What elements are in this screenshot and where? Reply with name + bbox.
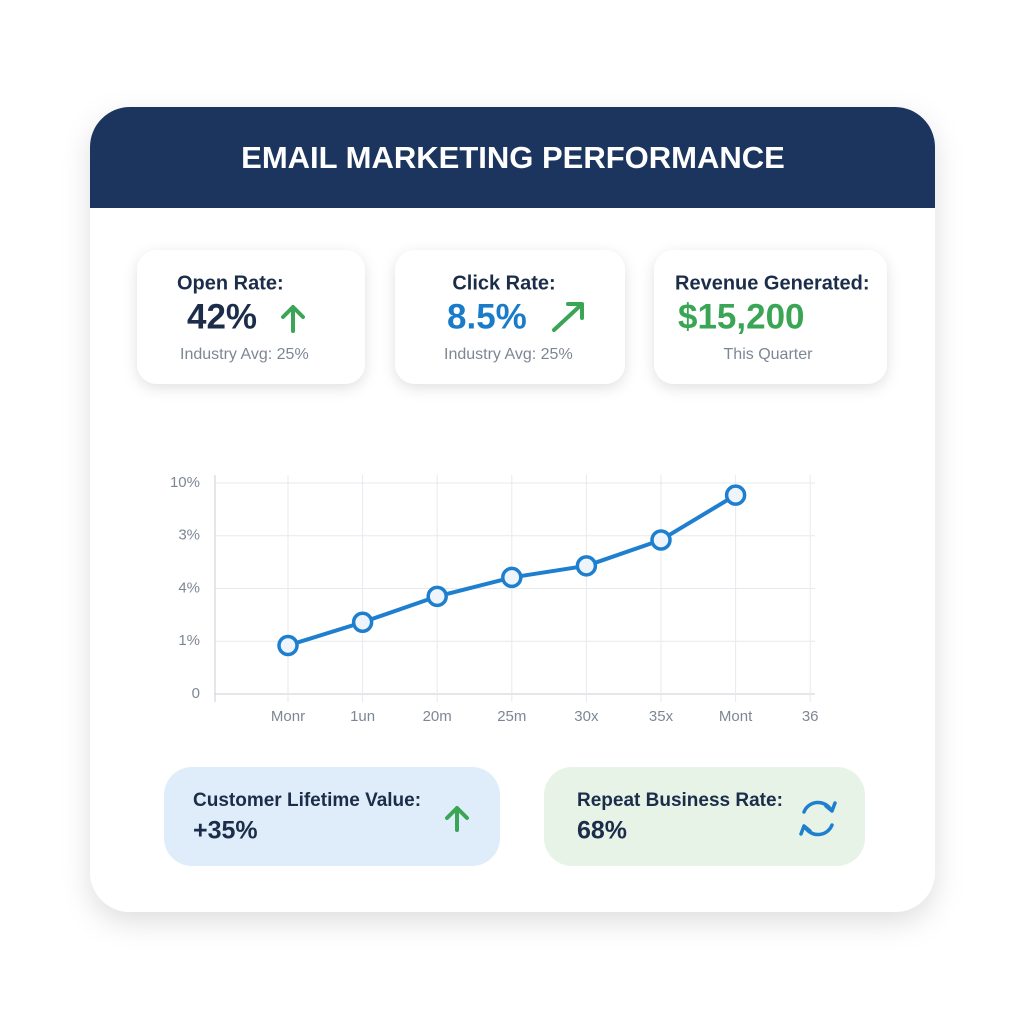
data-point — [575, 555, 598, 577]
y-tick-label: 3% — [178, 527, 200, 544]
y-tick-label: 4% — [178, 579, 200, 596]
data-point — [277, 634, 299, 657]
data-point — [650, 529, 672, 551]
line-chart: 0 1% 4% 3% 10% Monr 1un 20m 25m 30x 35x Mont 36 — [170, 474, 819, 725]
kpi-note: Industry Avg: 25% — [444, 346, 573, 363]
header-title: EMAIL MARKETING PERFORMANCE — [241, 140, 785, 175]
x-tick-label: 25m — [497, 708, 526, 725]
header-bar — [90, 107, 935, 208]
kpi-value: $15,200 — [678, 297, 805, 336]
x-tick-label: Monr — [271, 708, 305, 725]
refresh-icon — [799, 800, 837, 837]
highlight-label: Repeat Business Rate: — [577, 790, 783, 811]
x-tick-label: 1un — [350, 708, 375, 725]
highlight-label: Customer Lifetime Value: — [193, 790, 421, 811]
y-tick-label: 0 — [192, 685, 200, 702]
highlight-card — [164, 767, 500, 866]
x-tick-label: 30x — [574, 708, 599, 725]
kpi-card — [137, 250, 365, 384]
kpi-card — [395, 250, 625, 384]
y-tick-label: 1% — [178, 632, 200, 649]
x-tick-label: 20m — [423, 708, 452, 725]
data-point — [351, 611, 374, 634]
highlight-value: +35% — [193, 817, 258, 845]
trend-arrow-icon — [552, 302, 584, 332]
kpi-label: Click Rate: — [452, 272, 555, 294]
kpi-note: Industry Avg: 25% — [180, 346, 309, 363]
data-point — [501, 566, 523, 589]
y-tick-label: 10% — [170, 474, 200, 491]
up-arrow-icon — [445, 806, 469, 832]
x-tick-label: Mont — [719, 708, 753, 725]
kpi-label: Revenue Generated: — [675, 272, 870, 294]
kpi-card — [654, 250, 887, 384]
x-tick-label: 36 — [802, 708, 819, 725]
up-arrow-icon — [281, 305, 305, 333]
highlight-card — [544, 767, 865, 866]
data-point — [426, 585, 448, 608]
kpi-label: Open Rate: — [177, 272, 284, 294]
data-point — [724, 484, 747, 506]
highlight-value: 68% — [577, 817, 627, 845]
kpi-value: 8.5% — [447, 297, 527, 336]
x-tick-label: 35x — [649, 708, 674, 725]
kpi-value: 42% — [187, 297, 257, 336]
kpi-note: This Quarter — [724, 346, 814, 363]
